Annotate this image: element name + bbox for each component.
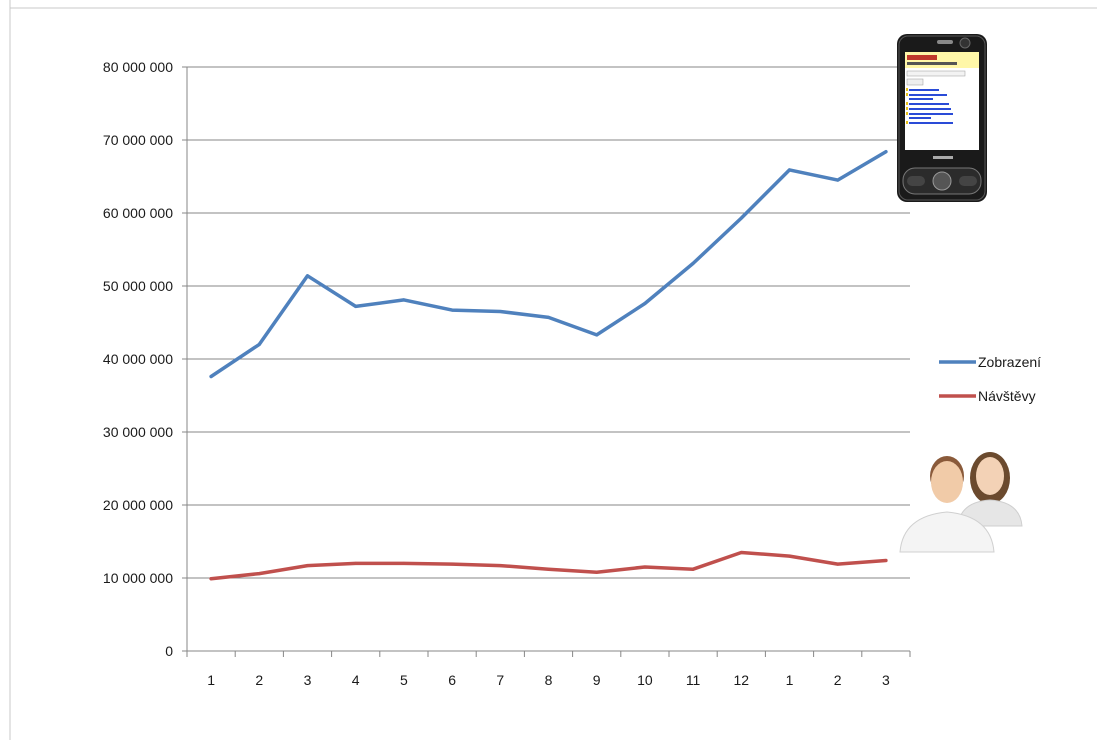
data-point xyxy=(884,558,888,562)
y-tick-label: 10 000 000 xyxy=(103,570,173,586)
y-tick-label: 0 xyxy=(165,643,173,659)
data-point xyxy=(643,302,647,306)
data-point xyxy=(595,570,599,574)
x-tick-label: 2 xyxy=(255,672,263,688)
series-line-0 xyxy=(209,149,888,379)
x-tick-label: 4 xyxy=(352,672,360,688)
x-tick-label: 5 xyxy=(400,672,408,688)
x-tick-label: 10 xyxy=(637,672,653,688)
data-point xyxy=(836,178,840,182)
mobile-phone-icon xyxy=(897,34,987,202)
y-tick-label: 30 000 000 xyxy=(103,424,173,440)
data-point xyxy=(595,333,599,337)
data-point xyxy=(498,310,502,314)
y-tick-label: 60 000 000 xyxy=(103,205,173,221)
data-point xyxy=(209,375,213,379)
x-axis: 1 2 3 4 5 6 7 8 9 10 11 12 1 2 3 xyxy=(186,67,911,688)
data-point xyxy=(691,567,695,571)
y-axis-ticks: 0 10 000 000 20 000 000 30 000 000 40 000 00… xyxy=(103,59,173,659)
x-tick-label: 1 xyxy=(207,672,215,688)
data-point xyxy=(306,564,309,568)
data-point xyxy=(450,562,454,566)
data-point xyxy=(450,308,454,312)
x-tick-label: 6 xyxy=(448,672,456,688)
x-tick-label: 2 xyxy=(834,672,842,688)
legend: Zobrazení Návštěvy xyxy=(939,354,1041,404)
x-tick-label: 8 xyxy=(545,672,553,688)
series-line-1 xyxy=(209,550,888,581)
gridlines xyxy=(182,66,910,652)
data-point xyxy=(547,567,550,571)
data-point xyxy=(402,298,406,302)
y-tick-label: 50 000 000 xyxy=(103,278,173,294)
x-tick-label: 7 xyxy=(496,672,504,688)
data-point xyxy=(788,554,791,558)
legend-label: Návštěvy xyxy=(978,388,1036,404)
data-point xyxy=(402,561,406,565)
y-tick-label: 40 000 000 xyxy=(103,351,173,367)
y-tick-label: 80 000 000 xyxy=(103,59,173,75)
x-tick-label: 11 xyxy=(686,672,701,688)
legend-label: Zobrazení xyxy=(978,354,1041,370)
x-tick-label: 12 xyxy=(734,672,750,688)
data-point xyxy=(691,261,695,265)
y-tick-label: 20 000 000 xyxy=(103,497,173,513)
data-point xyxy=(306,274,309,278)
data-point xyxy=(788,168,791,172)
data-point xyxy=(498,564,502,568)
data-point xyxy=(884,150,888,154)
x-tick-label: 3 xyxy=(304,672,312,688)
x-tick-label: 1 xyxy=(786,672,794,688)
data-point xyxy=(547,315,550,319)
y-tick-label: 70 000 000 xyxy=(103,132,173,148)
data-point xyxy=(354,561,358,565)
data-point xyxy=(836,562,840,566)
data-point xyxy=(643,565,647,569)
data-point xyxy=(739,216,743,220)
x-tick-label: 9 xyxy=(593,672,601,688)
series-lines xyxy=(209,149,888,581)
data-point xyxy=(354,304,358,308)
data-point xyxy=(739,550,743,554)
users-icon xyxy=(899,452,1023,553)
x-tick-label: 3 xyxy=(882,672,890,688)
data-point xyxy=(257,572,261,576)
data-point xyxy=(209,577,213,581)
data-point xyxy=(257,342,261,346)
